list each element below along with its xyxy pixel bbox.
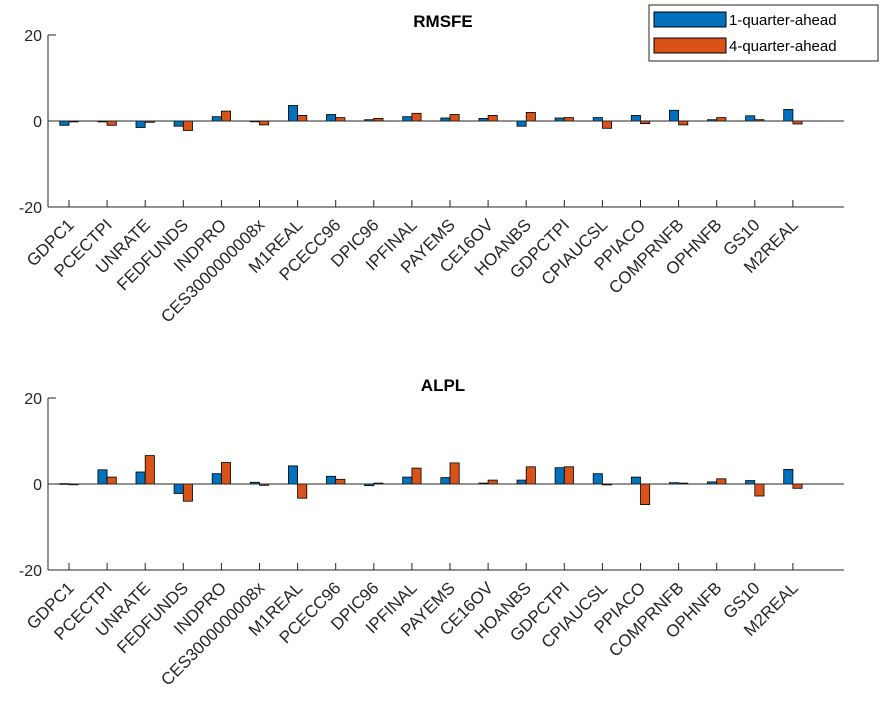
bar-comprnfb-series-2 xyxy=(678,120,689,126)
bar-m2real-series-2 xyxy=(792,483,803,489)
x-ticks-rmsfe: GDPC1PCECTPIUNRATEFEDFUNDSINDPROCES30000… xyxy=(23,200,802,326)
legend-label-1: 1-quarter-ahead xyxy=(729,12,837,29)
x-ticks-alpl: GDPC1PCECTPIUNRATEFEDFUNDSINDPROCES30000… xyxy=(23,563,802,689)
bar-gdpc1-series-1 xyxy=(59,120,70,126)
bar-ppiaco-series-2 xyxy=(640,483,651,506)
bars-group-alpl xyxy=(59,455,803,506)
bar-ophnfb-series-2 xyxy=(716,117,727,122)
bar-gs10-series-1 xyxy=(745,115,756,122)
bar-ipfinal-series-1 xyxy=(402,116,413,122)
legend-swatch-2 xyxy=(653,37,727,54)
bar-m1real-series-2 xyxy=(297,115,308,122)
y-tick-label: 0 xyxy=(33,114,42,131)
bar-m2real-series-1 xyxy=(783,468,794,485)
bars-group-rmsfe xyxy=(59,105,803,131)
y-tick-label: -20 xyxy=(19,200,42,217)
bar-hoanbs-series-2 xyxy=(525,112,536,122)
bar-ppiaco-series-1 xyxy=(630,115,641,122)
y-tick-label: 20 xyxy=(24,28,42,45)
bar-m1real-series-1 xyxy=(287,105,298,122)
bar-indpro-series-1 xyxy=(211,116,222,122)
bar-pcectpi-series-2 xyxy=(106,120,117,126)
bar-payems-series-2 xyxy=(449,462,460,485)
bar-gdpctpi-series-2 xyxy=(563,466,574,485)
bar-fedfunds-series-1 xyxy=(173,120,184,127)
bar-ces3000000008x-series-2 xyxy=(259,120,270,126)
bar-unrate-series-1 xyxy=(135,471,146,485)
y-ticks-rmsfe: 20 0 -20 xyxy=(19,28,56,217)
y-tick-label: 20 xyxy=(24,391,42,408)
bar-indpro-series-1 xyxy=(211,473,222,485)
bar-cpiaucsl-series-1 xyxy=(592,473,603,485)
y-tick-label: -20 xyxy=(19,563,42,580)
legend-label-2: 4-quarter-ahead xyxy=(729,38,837,55)
bar-hoanbs-series-1 xyxy=(516,479,527,485)
bar-ce16ov-series-2 xyxy=(487,115,498,122)
bar-unrate-series-1 xyxy=(135,120,146,128)
chart-title-alpl: ALPL xyxy=(421,376,465,395)
bar-fedfunds-series-2 xyxy=(182,120,193,131)
bar-pcecc96-series-1 xyxy=(326,114,337,122)
bar-cpiaucsl-series-1 xyxy=(592,117,603,122)
bar-ppiaco-series-1 xyxy=(630,476,641,485)
bar-fedfunds-series-2 xyxy=(182,483,193,502)
bar-ipfinal-series-2 xyxy=(411,112,422,122)
bar-payems-series-1 xyxy=(440,477,451,485)
bar-m1real-series-2 xyxy=(297,483,308,499)
chart-title-rmsfe: RMSFE xyxy=(413,12,473,31)
bar-ophnfb-series-2 xyxy=(716,478,727,485)
bar-cpiaucsl-series-2 xyxy=(602,120,613,129)
bar-hoanbs-series-1 xyxy=(516,120,527,127)
legend-swatch-1 xyxy=(653,11,727,28)
bar-ipfinal-series-2 xyxy=(411,467,422,485)
bar-pcecc96-series-2 xyxy=(335,478,346,485)
bar-pcectpi-series-2 xyxy=(106,476,117,485)
y-tick-label: 0 xyxy=(33,477,42,494)
bar-m2real-series-1 xyxy=(783,109,794,122)
bar-ipfinal-series-1 xyxy=(402,476,413,485)
legend: 1-quarter-ahead 4-quarter-ahead xyxy=(648,4,879,62)
bar-pcecc96-series-2 xyxy=(335,117,346,122)
bar-unrate-series-2 xyxy=(144,455,155,485)
y-ticks-alpl: 20 0 -20 xyxy=(19,391,56,580)
bar-comprnfb-series-1 xyxy=(669,109,680,122)
bar-hoanbs-series-2 xyxy=(525,466,536,485)
bar-indpro-series-2 xyxy=(220,462,231,485)
bar-gdpctpi-series-1 xyxy=(554,467,565,485)
bar-gdpctpi-series-2 xyxy=(563,117,574,122)
bar-pcectpi-series-1 xyxy=(97,469,108,485)
bar-ce16ov-series-2 xyxy=(487,479,498,485)
bar-payems-series-2 xyxy=(449,114,460,122)
bar-pcecc96-series-1 xyxy=(326,475,337,485)
bar-indpro-series-2 xyxy=(220,110,231,122)
panel-alpl: ALPL 20 0 -20 GDPC1PCECTPIUNRATEFEDFUNDS… xyxy=(19,376,844,689)
bar-gs10-series-2 xyxy=(754,483,765,497)
bar-m1real-series-1 xyxy=(287,465,298,485)
bar-fedfunds-series-1 xyxy=(173,483,184,494)
bar-gs10-series-1 xyxy=(745,480,756,485)
